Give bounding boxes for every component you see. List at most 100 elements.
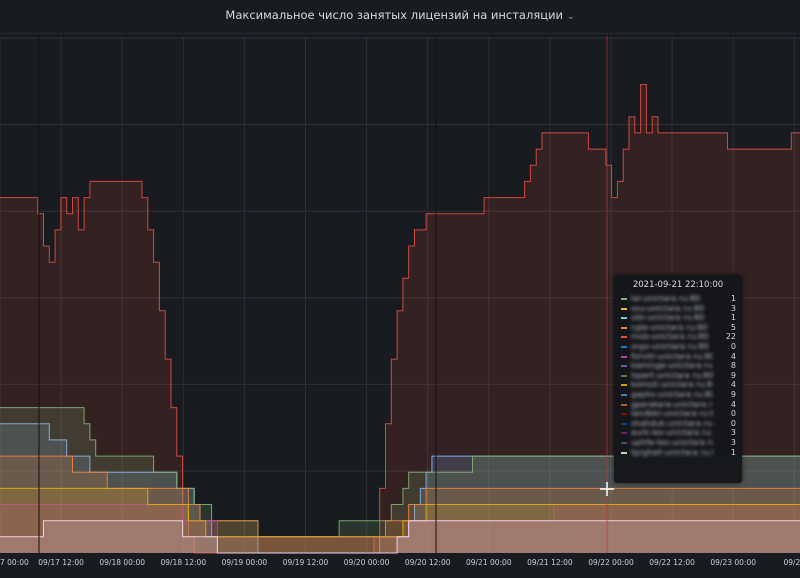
series-name: cgle-unictara ru:80 — [631, 322, 708, 332]
series-area — [0, 456, 800, 553]
series-value: 3 — [730, 428, 736, 438]
series-name: kaminge-unictara ru:80 — [631, 361, 713, 371]
tooltip-row: aurk-lev-unictara ru:80 3 — [614, 428, 742, 438]
panel-header[interactable]: Максимальное число занятых лицензий на и… — [0, 0, 800, 30]
tooltip-row: gaphs-unictara ru:80 9 — [614, 390, 742, 400]
tooltip-row: lal-unictara ru:80 1 — [614, 294, 742, 304]
series-value: 3 — [730, 437, 736, 447]
tooltip-row: kaminge-unictara ru:80 8 — [614, 361, 742, 371]
series-value: 1 — [730, 294, 736, 303]
series-name: gaphs-unictara ru:80 — [631, 389, 713, 399]
series-swatch — [621, 374, 627, 377]
x-tick-label: 09/21 00:00 — [466, 558, 512, 567]
series-swatch — [621, 413, 627, 416]
series-value: 9 — [730, 389, 736, 399]
header-divider — [0, 33, 800, 34]
series-name: uphfe-tes-unictara ru:80 — [631, 437, 713, 447]
series-name: landbkr-unictara ru:80 — [631, 409, 713, 419]
series-value: 3 — [730, 303, 736, 313]
series-value: 0 — [730, 409, 736, 419]
x-tick-label: 09/22 00:00 — [588, 558, 634, 567]
series-swatch — [621, 384, 627, 387]
series-value: 1 — [730, 313, 736, 323]
tooltip-row: forvitr-unictara ru:80 4 — [614, 352, 742, 362]
series-swatch — [621, 345, 627, 348]
series-name: komsit-unictara ru:80 — [631, 380, 713, 390]
x-tick-label: 09/22 12:00 — [649, 558, 695, 567]
chevron-down-icon[interactable]: ⌄ — [567, 12, 575, 22]
series-value: 22 — [725, 332, 736, 342]
tooltip-row: cgle-unictara ru:80 5 — [614, 323, 742, 333]
series-swatch — [621, 403, 627, 406]
x-tick-label: 09/23 — [783, 558, 800, 567]
series-swatch — [621, 432, 627, 435]
series-value: 0 — [730, 341, 736, 351]
series-area — [0, 504, 800, 553]
x-tick-label: 09/19 00:00 — [222, 558, 268, 567]
series-layer — [0, 84, 800, 554]
series-name: orgo-unictara ru:80 — [631, 341, 709, 351]
tooltip-row: lspert-unictara ru:80 9 — [614, 371, 742, 381]
series-name: gperatara-unictara ru:80 — [631, 399, 713, 409]
series-swatch — [621, 441, 627, 444]
tooltip-row: shahduk-unictara ru:80 0 — [614, 419, 742, 429]
series-name: mob-unictara ru:80 — [631, 332, 709, 342]
x-tick-label: 09/18 12:00 — [160, 558, 206, 567]
series-swatch — [621, 317, 627, 320]
panel-title[interactable]: Максимальное число занятых лицензий на и… — [225, 8, 564, 22]
tooltip-row: landbkr-unictara ru:80 0 — [614, 409, 742, 419]
tooltip-row: komsit-unictara ru:80 4 — [614, 380, 742, 390]
series-value: 1 — [730, 447, 736, 457]
x-tick-label: 09/18 00:00 — [99, 558, 145, 567]
series-swatch — [621, 422, 627, 425]
series-line — [0, 520, 800, 554]
x-tick-label: 09/21 12:00 — [527, 558, 573, 567]
crosshair-cursor-icon — [600, 482, 614, 496]
series-swatch — [621, 393, 627, 396]
tooltip-row: tprghall-unictara ru:80 1 — [614, 448, 742, 458]
series-swatch — [621, 307, 627, 310]
x-tick-label: 09/20 00:00 — [344, 558, 390, 567]
series-value: 9 — [730, 370, 736, 380]
series-value: 4 — [730, 380, 736, 390]
tooltip-row: gperatara-unictara ru:80 4 — [614, 400, 742, 410]
x-tick-label: 09/20 12:00 — [405, 558, 451, 567]
tooltip-row: mob-unictara ru:80 22 — [614, 332, 742, 342]
x-tick-label: 09/23 00:00 — [710, 558, 756, 567]
series-swatch — [621, 365, 627, 368]
series-name: aurk-lev-unictara ru:80 — [631, 428, 713, 438]
series-swatch — [621, 336, 627, 339]
series-name: lspert-unictara ru:80 — [631, 370, 713, 380]
x-axis: 7 00:00 09/17 12:00 09/18 00:00 09/18 12:00… — [0, 558, 800, 567]
tooltip-rows: lal-unictara ru:80 1 ssu-unictara ru:80 3 si… — [614, 294, 742, 457]
tooltip-row: orgo-unictara ru:80 0 — [614, 342, 742, 352]
series-swatch — [621, 326, 627, 329]
series-area — [0, 84, 800, 553]
series-name: lal-unictara ru:80 — [631, 294, 701, 303]
series-name: tprghall-unictara ru:80 — [631, 447, 713, 457]
tooltip-row: ssu-unictara ru:80 3 — [614, 304, 742, 314]
series-swatch — [621, 355, 627, 358]
series-name: forvitr-unictara ru:80 — [631, 351, 713, 361]
x-tick-label: 09/19 12:00 — [283, 558, 329, 567]
series-name: sibi-unictara ru:80 — [631, 313, 705, 323]
series-value: 4 — [730, 351, 736, 361]
series-value: 0 — [730, 418, 736, 428]
tooltip-time: 2021-09-21 22:10:00 — [632, 280, 724, 290]
series-swatch — [621, 451, 627, 454]
series-value: 8 — [730, 361, 736, 371]
series-swatch — [621, 298, 627, 300]
series-name: shahduk-unictara ru:80 — [631, 418, 713, 428]
tooltip-row: uphfe-tes-unictara ru:80 3 — [614, 438, 742, 448]
x-tick-label: 7 00:00 — [0, 558, 29, 567]
hover-tooltip: 2021-09-21 22:10:00 lal-unictara ru:80 1 s… — [614, 275, 742, 483]
hover-cursor — [38, 36, 614, 553]
series-value: 4 — [730, 399, 736, 409]
series-value: 5 — [730, 322, 736, 332]
series-line — [0, 84, 800, 554]
x-tick-label: 09/17 12:00 — [38, 558, 84, 567]
series-name: ssu-unictara ru:80 — [631, 303, 705, 313]
tooltip-row: sibi-unictara ru:80 1 — [614, 313, 742, 323]
